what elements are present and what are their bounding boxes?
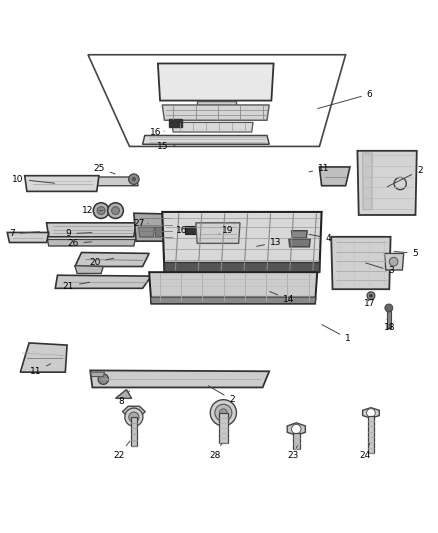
Circle shape [97,207,105,215]
Text: 10: 10 [12,175,55,184]
Circle shape [215,404,232,421]
Text: 9: 9 [66,229,92,238]
Bar [169,119,182,127]
Polygon shape [25,176,99,191]
Polygon shape [363,153,372,210]
Bar [131,417,137,446]
Polygon shape [75,253,149,266]
Bar [219,413,228,443]
Text: 15: 15 [156,142,175,151]
Text: 1: 1 [322,325,351,343]
Text: 17: 17 [364,299,375,308]
Text: 2: 2 [387,166,423,187]
Text: 28: 28 [209,443,222,459]
Text: 24: 24 [360,443,371,459]
Circle shape [292,424,301,434]
Circle shape [98,374,109,384]
Polygon shape [90,370,269,387]
Polygon shape [172,123,253,132]
Polygon shape [123,406,145,417]
Polygon shape [287,423,305,435]
Polygon shape [291,231,307,238]
Text: 19: 19 [219,226,233,235]
Text: 14: 14 [270,292,294,304]
Text: 5: 5 [394,249,418,258]
Text: 4: 4 [309,233,331,243]
Polygon shape [162,212,321,272]
Circle shape [389,257,398,266]
Polygon shape [92,177,138,185]
Circle shape [367,292,375,300]
Polygon shape [143,135,269,144]
Bar [368,416,374,453]
Text: 11: 11 [309,164,329,173]
Circle shape [210,400,237,426]
Text: 20: 20 [89,257,114,266]
Circle shape [367,409,375,417]
Bar [293,433,300,449]
Polygon shape [158,63,274,101]
Text: 18: 18 [384,319,395,332]
Circle shape [112,207,120,215]
Polygon shape [116,390,132,398]
Circle shape [219,409,227,417]
Polygon shape [162,105,269,120]
Text: 25: 25 [93,164,115,174]
Polygon shape [363,408,379,418]
Polygon shape [46,223,136,237]
Polygon shape [7,232,49,243]
Text: 26: 26 [67,239,92,248]
Bar [387,308,391,328]
Polygon shape [149,272,317,304]
Text: 23: 23 [287,446,299,459]
Text: 3: 3 [366,263,394,276]
Polygon shape [385,253,404,270]
Polygon shape [139,227,154,237]
Text: 6: 6 [318,90,372,109]
Circle shape [108,203,124,219]
Circle shape [125,408,143,426]
Polygon shape [197,101,237,111]
Polygon shape [319,167,350,185]
Polygon shape [150,297,316,304]
Text: 13: 13 [257,238,282,247]
Text: 2: 2 [208,386,235,404]
Polygon shape [155,227,173,237]
Text: 7: 7 [9,229,39,238]
Bar [185,226,196,234]
Circle shape [93,203,109,219]
Polygon shape [47,239,135,246]
Polygon shape [357,151,417,215]
Polygon shape [75,265,103,273]
Circle shape [369,294,373,297]
Text: 12: 12 [82,206,102,215]
Polygon shape [91,372,105,376]
Text: 16: 16 [176,226,191,235]
Polygon shape [134,213,175,241]
Polygon shape [55,275,151,288]
Circle shape [129,174,139,184]
Circle shape [385,304,393,312]
Circle shape [129,412,139,422]
Text: 27: 27 [134,219,148,228]
Polygon shape [289,239,310,247]
Polygon shape [196,223,240,244]
Text: 11: 11 [30,364,51,376]
Polygon shape [164,262,319,272]
Polygon shape [331,237,391,289]
Text: 8: 8 [118,391,130,406]
Circle shape [132,177,136,181]
Text: 21: 21 [63,281,90,290]
Text: 22: 22 [113,441,130,459]
Text: 16: 16 [150,127,164,136]
Polygon shape [20,343,67,372]
